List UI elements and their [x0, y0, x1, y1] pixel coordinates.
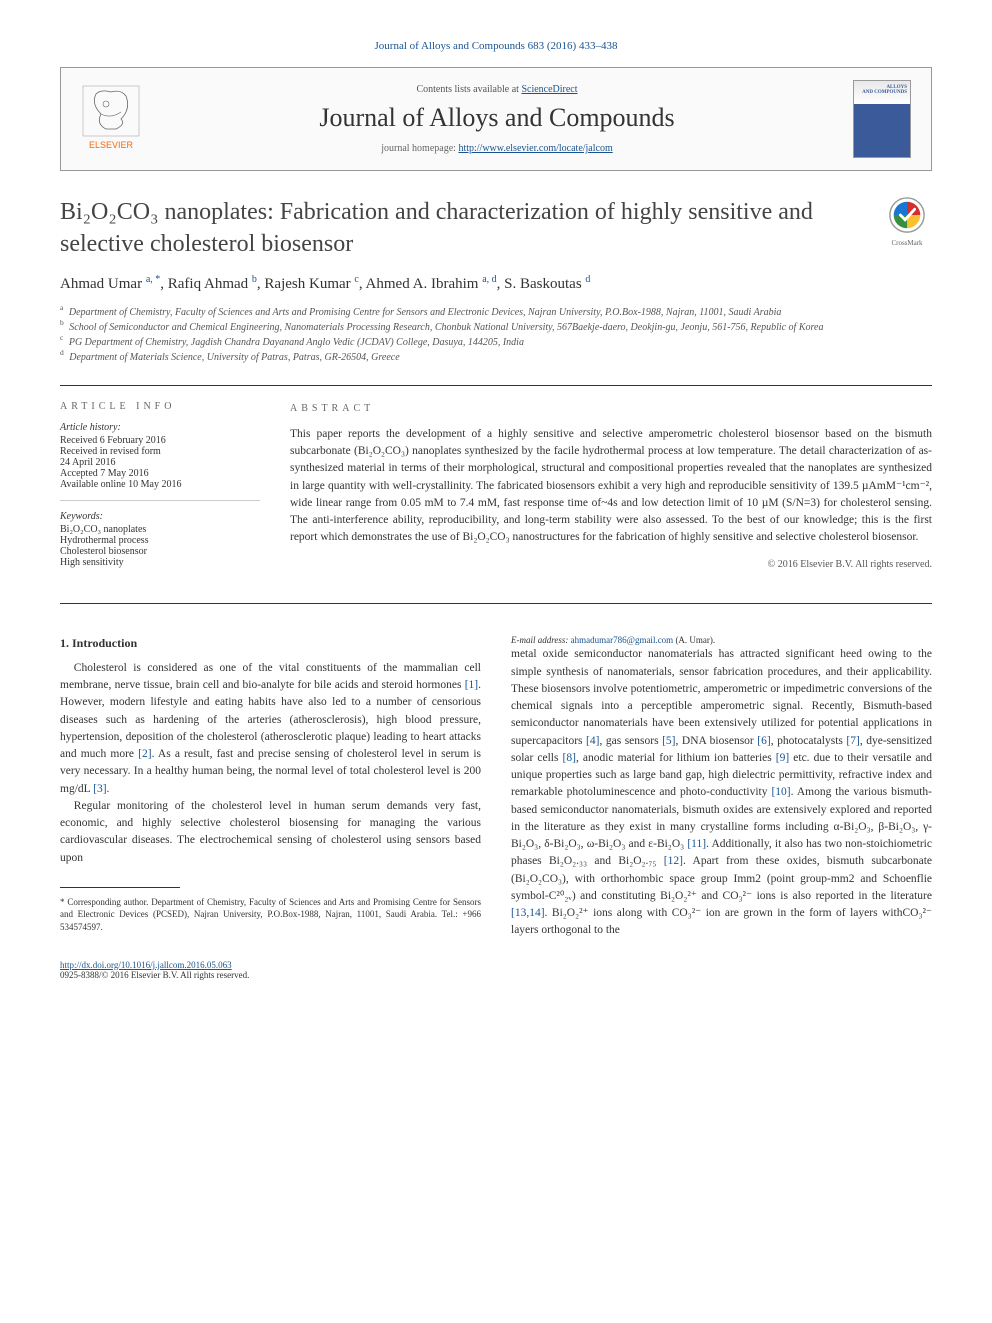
top-citation: Journal of Alloys and Compounds 683 (201…: [60, 40, 932, 52]
affiliations: a Department of Chemistry, Faculty of Sc…: [60, 305, 932, 365]
citation-link[interactable]: [7]: [846, 735, 859, 747]
citation-link[interactable]: [13,14]: [511, 907, 545, 919]
email-footnote: E-mail address: ahmadumar786@gmail.com (…: [511, 634, 932, 647]
citation-link[interactable]: [4]: [586, 735, 599, 747]
author: S. Baskoutas d: [504, 276, 590, 292]
crossmark-badge[interactable]: CrossMark: [882, 196, 932, 246]
abstract-text: This paper reports the development of a …: [290, 426, 932, 547]
affiliation: a Department of Chemistry, Faculty of Sc…: [60, 305, 932, 320]
article-info-header: ARTICLE INFO: [60, 401, 260, 412]
author-aff-link[interactable]: c: [354, 274, 358, 285]
history-label: Article history:: [60, 422, 260, 433]
article-history: Article history: Received 6 February 201…: [60, 422, 260, 501]
homepage-line: journal homepage: http://www.elsevier.co…: [161, 143, 833, 154]
author-aff-link[interactable]: d: [585, 274, 590, 285]
abstract-copyright: © 2016 Elsevier B.V. All rights reserved…: [290, 557, 932, 572]
abstract-header: ABSTRACT: [290, 401, 932, 416]
author-aff-link[interactable]: a, d: [482, 274, 496, 285]
corr-label: * Corresponding author.: [60, 897, 151, 907]
crossmark-label: CrossMark: [882, 239, 932, 247]
citation-link[interactable]: [5]: [662, 735, 675, 747]
keywords-block: Keywords: Bi₂O₂CO₃ nanoplates Hydrotherm…: [60, 511, 260, 578]
citation-link[interactable]: [10]: [771, 786, 790, 798]
email-label: E-mail address:: [511, 635, 571, 645]
email-link[interactable]: ahmadumar786@gmail.com: [571, 635, 674, 645]
history-item: 24 April 2016: [60, 457, 260, 468]
affiliation: b School of Semiconductor and Chemical E…: [60, 320, 932, 335]
body-columns: 1. Introduction Cholesterol is considere…: [60, 634, 932, 940]
affiliation: d Department of Materials Science, Unive…: [60, 350, 932, 365]
meta-abstract-row: ARTICLE INFO Article history: Received 6…: [60, 385, 932, 604]
email-suffix: (A. Umar).: [673, 635, 715, 645]
keyword: Hydrothermal process: [60, 535, 260, 546]
citation-link[interactable]: [2]: [138, 748, 151, 760]
keyword: Cholesterol biosensor: [60, 546, 260, 557]
citation-link[interactable]: [6]: [757, 735, 770, 747]
keywords-label: Keywords:: [60, 511, 260, 522]
svg-text:ELSEVIER: ELSEVIER: [89, 140, 134, 150]
page-footer: http://dx.doi.org/10.1016/j.jallcom.2016…: [60, 960, 932, 980]
history-item: Available online 10 May 2016: [60, 479, 260, 490]
citation-link[interactable]: [9]: [776, 752, 789, 764]
homepage-prefix: journal homepage:: [381, 143, 458, 154]
article-title: Bi₂O₂CO₃ nanoplates: Fabrication and cha…: [60, 196, 862, 261]
body-paragraph: Regular monitoring of the cholesterol le…: [60, 798, 481, 867]
history-item: Accepted 7 May 2016: [60, 468, 260, 479]
body-paragraph: Cholesterol is considered as one of the …: [60, 660, 481, 798]
corresponding-author-footnote: * Corresponding author. Department of Ch…: [60, 896, 481, 934]
author: Ahmed A. Ibrahim a, d: [366, 276, 497, 292]
citation-link[interactable]: [12]: [664, 855, 683, 867]
history-item: Received 6 February 2016: [60, 435, 260, 446]
authors-line: Ahmad Umar a, *, Rafiq Ahmad b, Rajesh K…: [60, 276, 932, 293]
affiliation: c PG Department of Chemistry, Jagdish Ch…: [60, 335, 932, 350]
abstract-column: ABSTRACT This paper reports the developm…: [290, 401, 932, 588]
elsevier-logo: ELSEVIER: [81, 84, 141, 154]
author-aff-link[interactable]: b: [252, 274, 257, 285]
title-row: Bi₂O₂CO₃ nanoplates: Fabrication and cha…: [60, 196, 932, 261]
journal-name: Journal of Alloys and Compounds: [161, 103, 833, 133]
section-title: 1. Introduction: [60, 634, 481, 652]
masthead: ELSEVIER Contents lists available at Sci…: [60, 67, 932, 171]
citation-link[interactable]: [1]: [465, 679, 478, 691]
history-item: Received in revised form: [60, 446, 260, 457]
doi-link[interactable]: http://dx.doi.org/10.1016/j.jallcom.2016…: [60, 960, 232, 970]
keyword: Bi₂O₂CO₃ nanoplates: [60, 524, 260, 535]
contents-available: Contents lists available at ScienceDirec…: [161, 84, 833, 95]
citation-link[interactable]: [8]: [563, 752, 576, 764]
footnote-separator: [60, 887, 180, 888]
citation-link[interactable]: [3]: [93, 783, 106, 795]
author: Ahmad Umar a, *: [60, 276, 160, 292]
homepage-link[interactable]: http://www.elsevier.com/locate/jalcom: [458, 143, 612, 154]
author: Rajesh Kumar c: [264, 276, 358, 292]
body-paragraph: metal oxide semiconductor nanomaterials …: [511, 646, 932, 939]
author-aff-link[interactable]: a, *: [146, 274, 160, 285]
author: Rafiq Ahmad b: [168, 276, 257, 292]
citation-link[interactable]: [11]: [687, 838, 706, 850]
masthead-center: Contents lists available at ScienceDirec…: [161, 84, 833, 154]
issn-copyright: 0925-8388/© 2016 Elsevier B.V. All right…: [60, 970, 932, 980]
journal-cover-thumbnail: [853, 80, 911, 158]
article-info-column: ARTICLE INFO Article history: Received 6…: [60, 401, 260, 588]
contents-prefix: Contents lists available at: [416, 84, 521, 95]
keyword: High sensitivity: [60, 557, 260, 568]
sciencedirect-link[interactable]: ScienceDirect: [521, 84, 577, 95]
